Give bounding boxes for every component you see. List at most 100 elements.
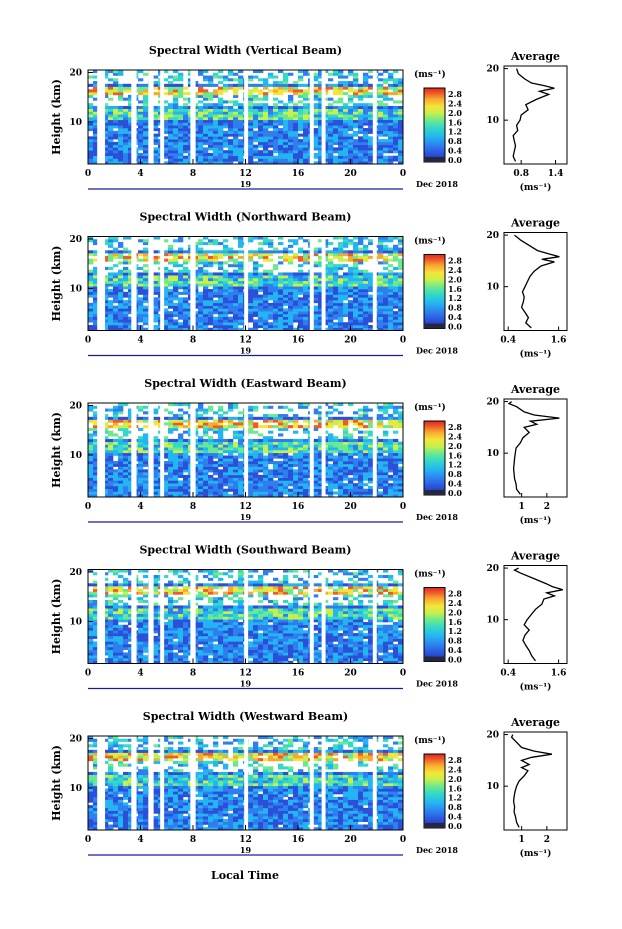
heatmap-cell (328, 491, 334, 495)
heatmap-cell (198, 105, 204, 109)
heatmap-cell (218, 133, 224, 137)
heatmap-cell (393, 305, 399, 309)
heatmap-cell (238, 236, 244, 240)
heatmap-cell (338, 150, 344, 154)
heatmap-cell (228, 139, 234, 143)
heatmap-cell (268, 269, 274, 273)
heatmap-cell (318, 152, 324, 156)
heatmap-cell (178, 155, 184, 159)
heatmap-cell (278, 114, 284, 118)
heatmap-cell (168, 463, 174, 467)
heatmap-cell (223, 139, 229, 143)
heatmap-cell (273, 83, 279, 87)
heatmap-cell (353, 297, 359, 301)
heatmap-cell (128, 83, 134, 87)
heatmap-cell (93, 277, 99, 282)
heatmap-cell (263, 111, 269, 115)
heatmap-cell (213, 133, 219, 137)
heatmap-cell (288, 305, 294, 309)
heatmap-cell (278, 272, 284, 276)
heatmap-cell (288, 130, 294, 134)
heatmap-cell (143, 289, 149, 293)
heatmap-cell (268, 155, 274, 159)
heatmap-cell (223, 311, 229, 315)
heatmap-cell (318, 477, 324, 481)
heatmap-cell (178, 485, 184, 489)
heatmap-cell (123, 125, 129, 129)
heatmap-cell (213, 250, 219, 254)
heatmap-cell (153, 324, 159, 329)
heatmap-cell (268, 242, 274, 246)
heatmap-cell (113, 469, 119, 473)
heatmap-cell (313, 474, 319, 478)
heatmap-cell (293, 327, 299, 331)
heatmap-cell (183, 488, 189, 492)
heatmap-cell (288, 277, 294, 282)
heatmap-cell (128, 441, 134, 445)
heatmap-cell (118, 494, 124, 498)
heatmap-cell (263, 277, 269, 282)
heatmap-cell (313, 94, 319, 98)
heatmap-cell (248, 83, 254, 87)
heatmap-cell (138, 463, 144, 467)
heatmap-cell (333, 133, 339, 137)
heatmap-cell (108, 458, 114, 462)
heatmap-cell (118, 105, 124, 109)
heatmap-cell (278, 141, 284, 145)
heatmap-cell (258, 308, 264, 312)
heatmap-cell (218, 294, 224, 298)
heatmap-cell (228, 128, 234, 132)
heatmap-cell (323, 147, 329, 151)
heatmap-cell (318, 458, 324, 462)
heatmap-cell (123, 316, 129, 320)
heatmap-cell (163, 139, 169, 143)
heatmap-cell (273, 466, 279, 470)
heatmap-cell (203, 461, 209, 465)
heatmap-cell (163, 483, 169, 487)
heatmap-cell (333, 247, 339, 251)
heatmap-cell (318, 327, 324, 331)
heatmap-cell (208, 119, 214, 123)
heatmap-cell (213, 455, 219, 459)
heatmap-cell (238, 158, 244, 162)
heatmap-cell (353, 133, 359, 137)
heatmap-cell (278, 305, 284, 309)
heatmap-cell (298, 247, 304, 251)
heatmap-cell (173, 313, 179, 317)
heatmap-cell (338, 141, 344, 145)
heatmap-cell (203, 483, 209, 487)
heatmap-cell (178, 450, 184, 454)
heatmap-cell (123, 327, 129, 331)
heatmap-cell (248, 300, 254, 304)
heatmap-cell (223, 119, 229, 123)
heatmap-cell (203, 83, 209, 87)
heatmap-cell (353, 111, 359, 115)
heatmap-cell (103, 483, 109, 487)
heatmap-cell (173, 472, 179, 476)
heatmap-cell (178, 119, 184, 123)
heatmap-cell (268, 161, 274, 165)
heatmap-cell (143, 488, 149, 492)
heatmap-cell (388, 136, 394, 140)
heatmap-cell (203, 250, 209, 254)
heatmap-cell (393, 125, 399, 129)
heatmap-cell (273, 324, 279, 329)
heatmap-cell (108, 480, 114, 484)
colorbar-tick-label: 0.4 (448, 312, 462, 322)
heatmap-cell (93, 269, 99, 273)
heatmap-cell (108, 425, 114, 429)
heatmap-cell (293, 108, 299, 112)
heatmap-cell (378, 261, 384, 265)
heatmap-cell (193, 255, 199, 259)
heatmap-cell (113, 463, 119, 467)
heatmap-cell (358, 441, 364, 445)
heatmap-cell (268, 289, 274, 293)
heatmap-cell (298, 236, 304, 240)
heatmap-cell (388, 302, 394, 306)
heatmap-cell (288, 438, 294, 442)
heatmap-cell (383, 280, 389, 284)
heatmap-cell (293, 128, 299, 132)
heatmap-cell (293, 316, 299, 320)
heatmap-cell (328, 130, 334, 134)
heatmap-cell (328, 436, 334, 440)
